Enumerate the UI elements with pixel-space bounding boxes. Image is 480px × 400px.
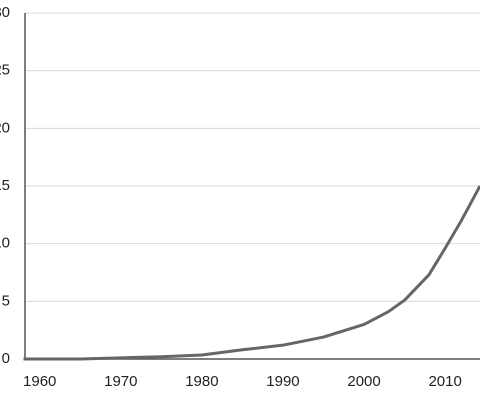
x-tick-label: 1990 <box>266 373 299 390</box>
x-tick-label: 2010 <box>428 373 461 390</box>
x-tick-label: 2000 <box>347 373 380 390</box>
y-tick-label: 30 <box>0 4 10 21</box>
y-tick-label: 25 <box>0 62 10 79</box>
x-tick-label: 1980 <box>185 373 218 390</box>
x-tick-label: 1960 <box>23 373 56 390</box>
x-tick-label: 1970 <box>104 373 137 390</box>
y-tick-label: 10 <box>0 235 10 252</box>
data-line <box>23 185 480 361</box>
y-tick-label: 5 <box>2 292 10 309</box>
y-tick-label: 20 <box>0 119 10 136</box>
y-tick-label: 0 <box>2 350 10 367</box>
y-tick-label: 15 <box>0 177 10 194</box>
